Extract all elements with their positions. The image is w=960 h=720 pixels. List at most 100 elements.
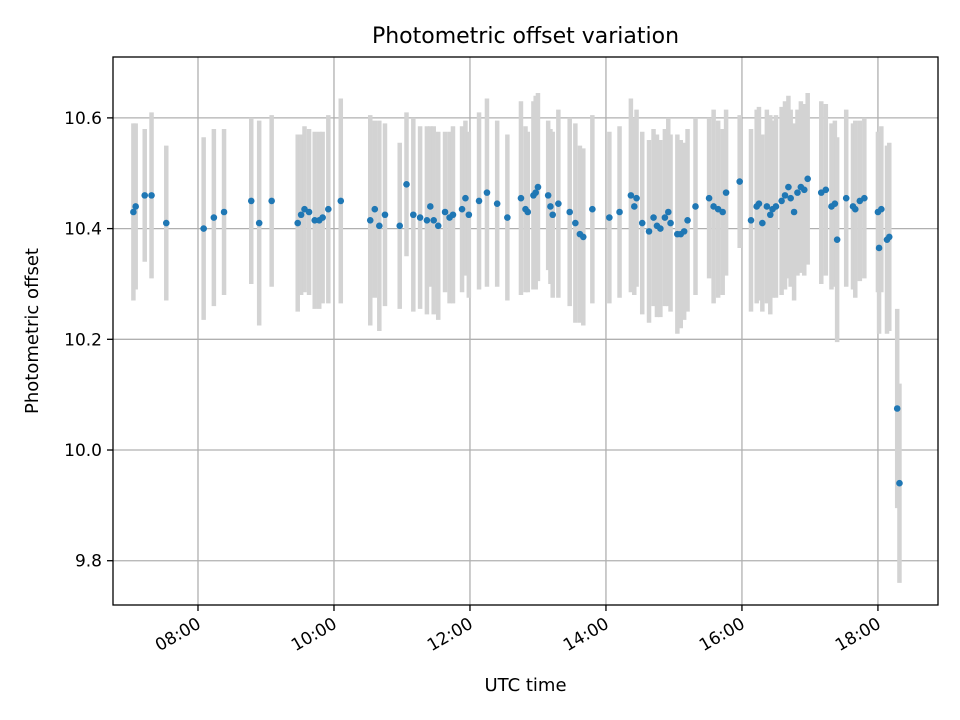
data-point bbox=[566, 208, 573, 216]
data-point bbox=[657, 225, 664, 232]
data-point bbox=[544, 192, 552, 199]
data-point bbox=[692, 203, 699, 210]
chart-title: Photometric offset variation bbox=[372, 24, 679, 49]
data-point bbox=[885, 233, 893, 241]
data-point bbox=[842, 194, 850, 202]
data-point bbox=[434, 222, 442, 230]
data-point bbox=[430, 216, 438, 224]
data-point bbox=[371, 205, 379, 213]
data-point bbox=[220, 208, 228, 216]
x-axis-label: UTC time bbox=[484, 675, 566, 696]
data-point bbox=[794, 189, 801, 196]
data-point bbox=[822, 186, 830, 194]
data-point bbox=[633, 194, 640, 202]
x-tick-label: 08:00 bbox=[152, 614, 204, 656]
x-tick-label: 14:00 bbox=[560, 614, 612, 656]
data-point bbox=[462, 194, 469, 202]
data-point bbox=[325, 205, 332, 213]
data-point bbox=[763, 203, 771, 210]
data-point bbox=[851, 205, 859, 213]
data-point bbox=[778, 197, 785, 205]
data-point bbox=[893, 405, 901, 412]
data-point bbox=[645, 228, 653, 235]
data-point bbox=[661, 214, 669, 221]
error-bars bbox=[131, 92, 902, 583]
data-point bbox=[766, 211, 774, 219]
data-point bbox=[458, 205, 466, 213]
data-point bbox=[416, 214, 424, 221]
data-point bbox=[667, 219, 674, 227]
data-point bbox=[148, 192, 155, 199]
y-tick-label: 10.6 bbox=[64, 109, 102, 129]
data-point bbox=[200, 225, 207, 232]
x-tick-label: 10:00 bbox=[288, 614, 340, 656]
data-point bbox=[337, 197, 345, 205]
data-point bbox=[297, 211, 305, 219]
data-point bbox=[804, 175, 811, 183]
data-point bbox=[449, 211, 457, 219]
data-point bbox=[427, 203, 434, 210]
data-points bbox=[130, 175, 903, 487]
data-point bbox=[790, 208, 798, 216]
data-point bbox=[638, 219, 646, 227]
data-point bbox=[664, 208, 672, 216]
data-point bbox=[381, 211, 389, 219]
data-point bbox=[403, 181, 410, 188]
data-point bbox=[555, 200, 562, 207]
data-point bbox=[549, 211, 556, 219]
x-tick-label: 18:00 bbox=[832, 614, 884, 656]
x-tick-label: 12:00 bbox=[424, 614, 476, 656]
data-point bbox=[141, 192, 149, 199]
data-point bbox=[833, 236, 841, 243]
data-point bbox=[705, 194, 713, 202]
data-point bbox=[162, 219, 170, 227]
data-point bbox=[630, 203, 638, 210]
data-point bbox=[861, 194, 868, 202]
data-point bbox=[785, 183, 792, 191]
data-point bbox=[210, 214, 218, 221]
data-point bbox=[475, 197, 483, 205]
data-point bbox=[311, 216, 319, 224]
data-point bbox=[800, 186, 808, 194]
data-point bbox=[680, 228, 688, 235]
data-point bbox=[616, 208, 623, 216]
data-point bbox=[410, 211, 417, 219]
data-point bbox=[423, 216, 431, 224]
data-point bbox=[268, 197, 275, 205]
data-point bbox=[589, 205, 596, 213]
data-point bbox=[441, 208, 449, 216]
data-point bbox=[396, 222, 404, 230]
plot-frame bbox=[112, 56, 939, 606]
data-point bbox=[524, 208, 532, 216]
data-point bbox=[247, 197, 255, 205]
data-point bbox=[255, 219, 263, 227]
y-tick-label: 10.2 bbox=[64, 330, 102, 350]
data-point bbox=[684, 216, 691, 224]
data-point bbox=[493, 200, 501, 207]
data-point bbox=[517, 194, 525, 202]
data-point bbox=[759, 219, 766, 227]
y-tick-label: 10.0 bbox=[64, 441, 102, 461]
data-point bbox=[532, 189, 539, 196]
data-point bbox=[831, 200, 839, 207]
data-point bbox=[319, 214, 326, 221]
data-point bbox=[572, 219, 579, 227]
data-point bbox=[579, 233, 587, 241]
data-point bbox=[781, 192, 789, 199]
data-point bbox=[722, 189, 730, 196]
data-point bbox=[627, 192, 635, 199]
data-point bbox=[755, 200, 763, 207]
data-point bbox=[875, 244, 883, 252]
data-point bbox=[896, 479, 903, 487]
data-point bbox=[366, 216, 374, 224]
x-tick-label: 16:00 bbox=[696, 614, 748, 656]
data-point bbox=[787, 194, 794, 202]
data-point bbox=[483, 189, 491, 196]
data-point bbox=[650, 214, 657, 221]
data-point bbox=[130, 208, 137, 216]
data-point bbox=[747, 216, 755, 224]
data-point bbox=[736, 178, 743, 185]
data-point bbox=[534, 183, 542, 191]
y-tick-label: 10.4 bbox=[64, 220, 102, 240]
